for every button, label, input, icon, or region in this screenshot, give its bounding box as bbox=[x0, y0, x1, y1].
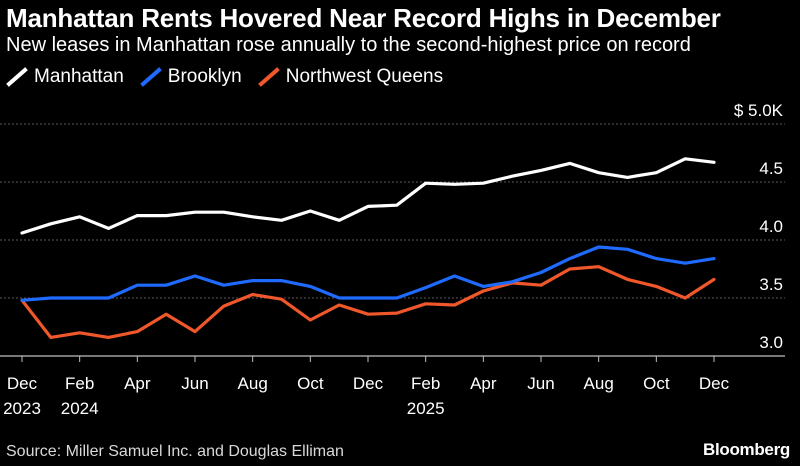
legend-swatch-brooklyn bbox=[139, 67, 162, 87]
y-tick-label: 3.5 bbox=[759, 275, 783, 294]
x-tick-label: Jun bbox=[527, 374, 554, 393]
x-tick-label: Dec bbox=[353, 374, 384, 393]
y-tick-label: 4.5 bbox=[759, 159, 783, 178]
x-tick-label: Oct bbox=[643, 374, 670, 393]
chart-legend: Manhattan Brooklyn Northwest Queens bbox=[6, 66, 459, 88]
x-tick-label: Dec bbox=[7, 374, 38, 393]
x-tick-year-label: 2023 bbox=[3, 399, 41, 418]
y-tick-label: 4.0 bbox=[759, 217, 783, 236]
legend-item-queens: Northwest Queens bbox=[257, 66, 444, 88]
x-tick-label: Dec bbox=[699, 374, 730, 393]
source-note: Source: Miller Samuel Inc. and Douglas E… bbox=[6, 443, 344, 460]
chart-subtitle: New leases in Manhattan rose annually to… bbox=[6, 34, 691, 56]
x-tick-label: Feb bbox=[65, 374, 94, 393]
chart-title: Manhattan Rents Hovered Near Record High… bbox=[6, 3, 721, 33]
x-tick-label: Aug bbox=[584, 374, 614, 393]
legend-swatch-queens bbox=[257, 67, 280, 87]
series-line-manhattan bbox=[20, 157, 716, 235]
legend-swatch-manhattan bbox=[6, 67, 28, 87]
legend-label-manhattan: Manhattan bbox=[34, 66, 124, 87]
y-tick-label: 3.0 bbox=[759, 333, 783, 352]
legend-item-brooklyn: Brooklyn bbox=[139, 66, 242, 88]
legend-label-brooklyn: Brooklyn bbox=[167, 66, 242, 87]
x-tick-year-label: 2025 bbox=[407, 399, 445, 418]
legend-item-manhattan: Manhattan bbox=[6, 66, 124, 88]
x-tick-label: Apr bbox=[124, 374, 151, 393]
x-tick-label: Feb bbox=[411, 374, 440, 393]
bloomberg-logo: Bloomberg bbox=[702, 440, 790, 459]
x-tick-label: Oct bbox=[297, 374, 324, 393]
x-tick-label: Apr bbox=[470, 374, 497, 393]
y-tick-label: $ 5.0K bbox=[734, 101, 784, 120]
legend-label-queens: Northwest Queens bbox=[285, 66, 444, 87]
x-tick-label: Aug bbox=[238, 374, 268, 393]
series-line-brooklyn bbox=[20, 245, 716, 302]
x-tick-year-label: 2024 bbox=[61, 399, 99, 418]
x-tick-label: Jun bbox=[181, 374, 208, 393]
series-line-queens bbox=[20, 265, 716, 339]
